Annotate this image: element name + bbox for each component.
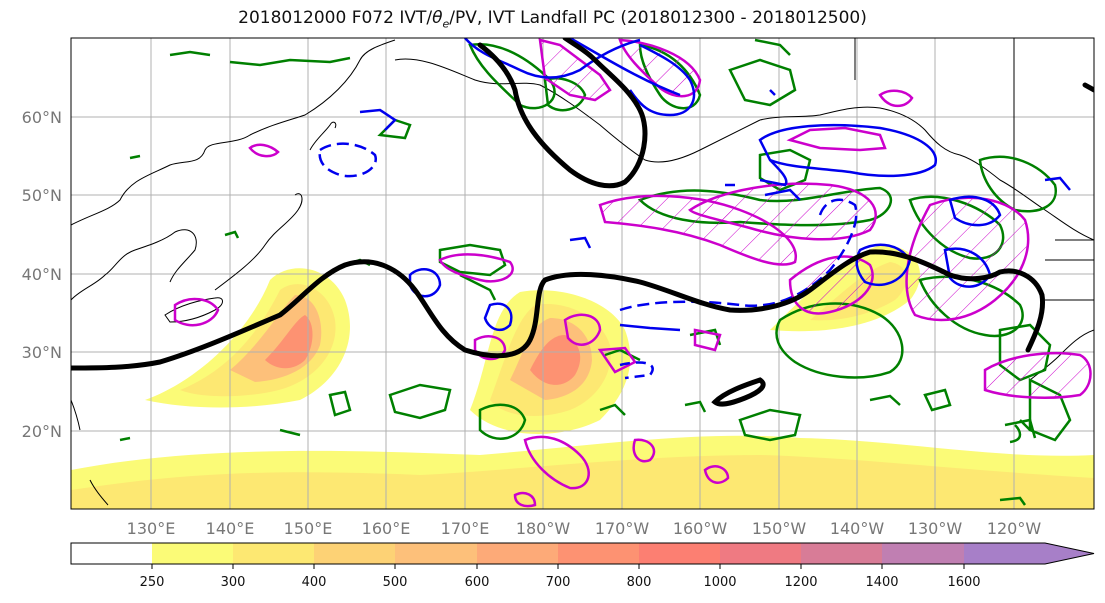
colorbar-bin-1 <box>152 543 233 564</box>
colorbar-tick-300: 300 <box>221 575 246 590</box>
colorbar-frame <box>70 542 1095 565</box>
colorbar: 250 300 400 500 600 700 800 1000 1200 14… <box>70 542 1095 590</box>
lon-label-160e: 160°E <box>362 519 411 538</box>
colorbar-tick-700: 700 <box>546 575 571 590</box>
colorbar-bin-3 <box>314 543 395 564</box>
map-title: 2018012000 F072 IVT/θe/PV, IVT Landfall … <box>238 8 867 31</box>
lon-label-150e: 150°E <box>284 519 333 538</box>
lat-label-30: 30°N <box>22 343 62 362</box>
lat-label-20: 20°N <box>22 422 62 441</box>
colorbar-tick-1400: 1400 <box>865 575 898 590</box>
lon-label-140w: 140°W <box>830 519 885 538</box>
lon-label-180w: 180°W <box>516 519 571 538</box>
ivt-landfall-pc-contour <box>71 38 1094 407</box>
lon-label-130e: 130°E <box>127 519 176 538</box>
colorbar-tick-500: 500 <box>383 575 408 590</box>
lat-label-40: 40°N <box>22 265 62 284</box>
lon-label-150w: 150°W <box>752 519 807 538</box>
theta-e-contours <box>173 38 1092 508</box>
lon-label-130w: 130°W <box>908 519 963 538</box>
colorbar-tick-600: 600 <box>465 575 490 590</box>
colorbar-tick-250: 250 <box>140 575 165 590</box>
map-frame <box>70 37 1095 510</box>
map-area <box>71 38 1094 509</box>
colorbar-bin-5 <box>477 543 558 564</box>
longitude-labels: 130°E 140°E 150°E 160°E 170°E 180°W 170°… <box>127 519 1042 538</box>
colorbar-bin-10 <box>882 543 964 564</box>
lat-label-60: 60°N <box>22 108 62 127</box>
lon-label-170w: 170°W <box>595 519 650 538</box>
latitude-labels: 60°N 50°N 40°N 30°N 20°N <box>22 108 62 441</box>
colorbar-bin-7 <box>639 543 720 564</box>
lon-label-140e: 140°E <box>206 519 255 538</box>
lon-label-120w: 120°W <box>987 519 1042 538</box>
colorbar-bin-11-extend <box>964 543 1094 564</box>
colorbar-bin-8 <box>720 543 801 564</box>
lon-label-160w: 160°W <box>673 519 728 538</box>
colorbar-tick-1200: 1200 <box>784 575 817 590</box>
colorbar-tick-1000: 1000 <box>703 575 736 590</box>
lon-label-170e: 170°E <box>441 519 490 538</box>
colorbar-bin-6 <box>558 543 639 564</box>
colorbar-bin-2 <box>233 543 314 564</box>
coastlines <box>71 38 1094 506</box>
colorbar-tick-1600: 1600 <box>947 575 980 590</box>
colorbar-bin-4 <box>395 543 477 564</box>
colorbar-bin-9 <box>801 543 882 564</box>
colorbar-bin-0 <box>71 543 152 564</box>
colorbar-tick-800: 800 <box>627 575 652 590</box>
lat-label-50: 50°N <box>22 186 62 205</box>
colorbar-tick-400: 400 <box>302 575 327 590</box>
